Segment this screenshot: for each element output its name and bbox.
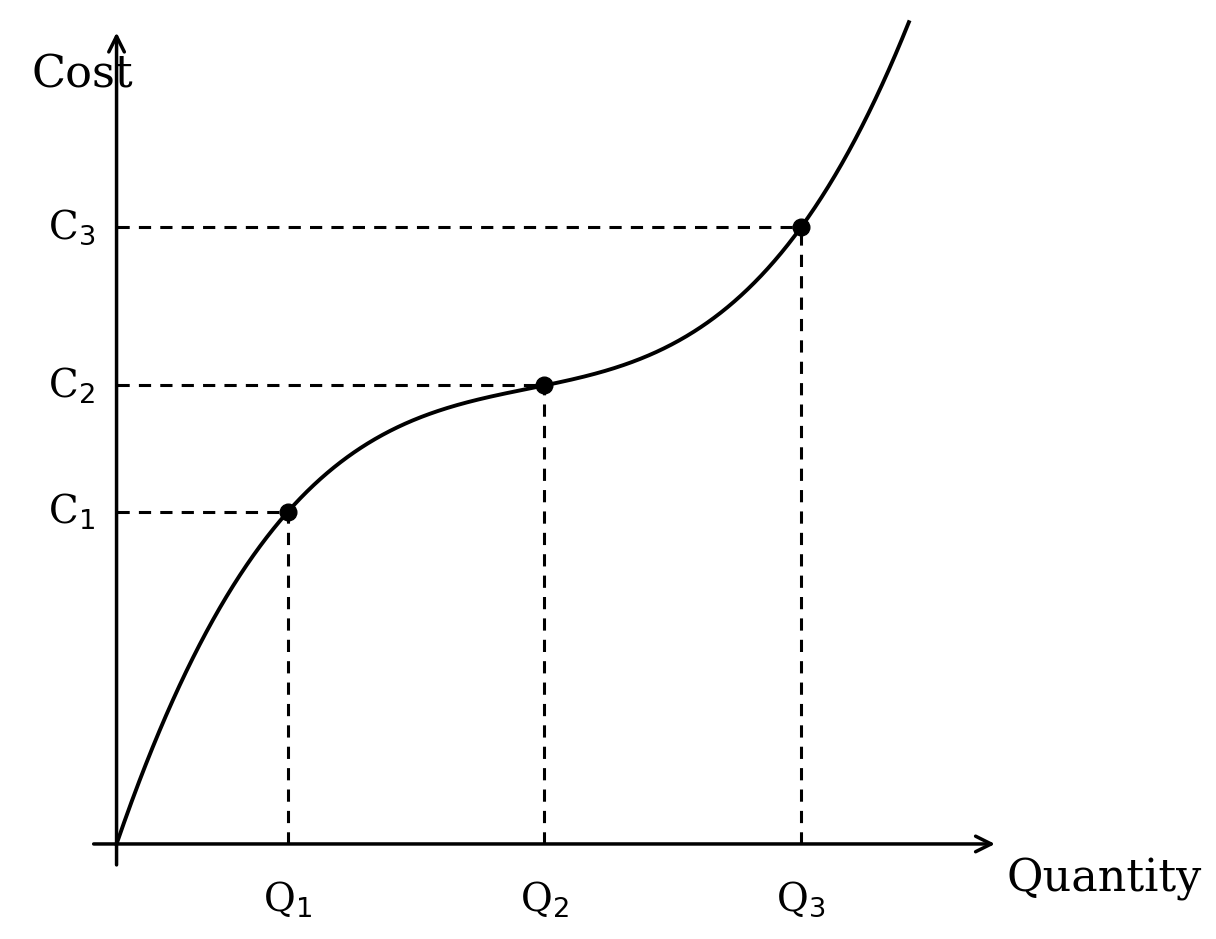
Text: C$_1$: C$_1$ <box>49 492 95 532</box>
Text: Quantity: Quantity <box>1007 858 1201 901</box>
Text: Q$_1$: Q$_1$ <box>263 880 313 920</box>
Text: Cost: Cost <box>30 54 133 97</box>
Text: Q$_3$: Q$_3$ <box>776 880 826 919</box>
Text: C$_2$: C$_2$ <box>49 365 95 406</box>
Text: C$_3$: C$_3$ <box>47 208 95 247</box>
Text: Q$_2$: Q$_2$ <box>520 880 569 920</box>
